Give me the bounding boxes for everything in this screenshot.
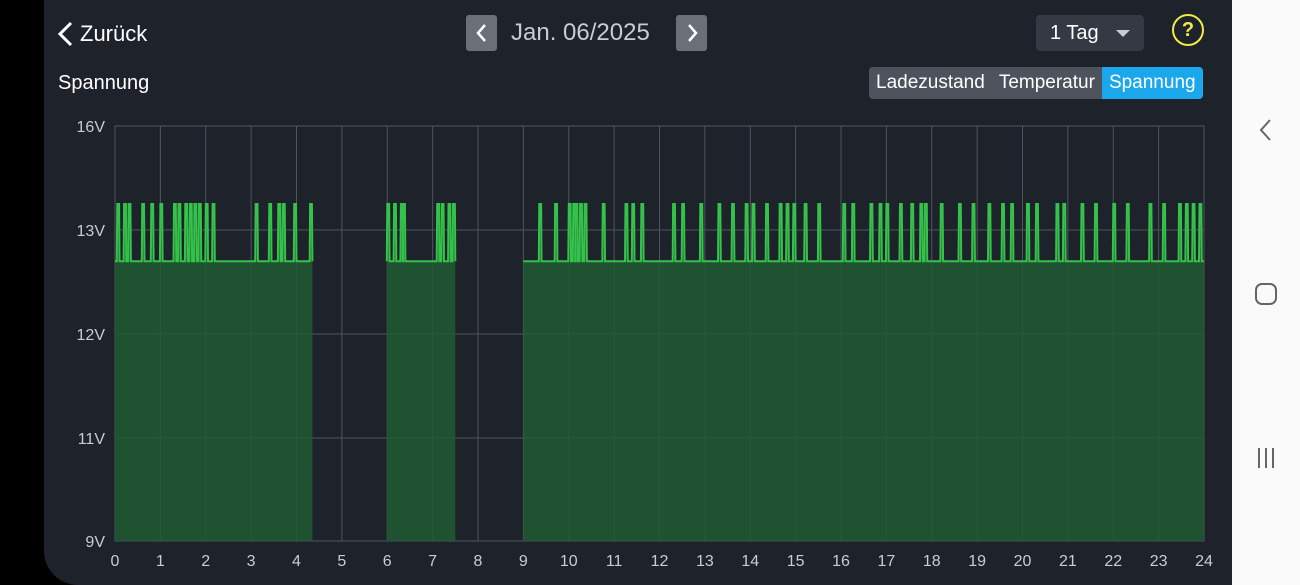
y-tick-label: 11V <box>78 431 106 448</box>
voltage-area <box>386 204 456 541</box>
app-window: Zurück Jan. 06/2025 1 Tag ? Spannung Lad… <box>44 0 1232 585</box>
x-tick-label: 8 <box>474 553 483 570</box>
x-tick-label: 19 <box>968 553 986 570</box>
x-tick-label: 24 <box>1195 553 1213 570</box>
x-tick-label: 18 <box>923 553 941 570</box>
x-tick-label: 10 <box>560 553 578 570</box>
x-tick-label: 0 <box>111 553 120 570</box>
x-tick-label: 22 <box>1104 553 1122 570</box>
x-tick-label: 11 <box>606 553 623 570</box>
back-button[interactable]: Zurück <box>56 14 147 54</box>
voltage-line <box>115 203 314 263</box>
x-tick-label: 14 <box>741 553 759 570</box>
x-tick-label: 20 <box>1014 553 1032 570</box>
x-tick-label: 16 <box>832 553 850 570</box>
voltage-area <box>115 204 313 541</box>
chevron-left-icon <box>57 21 73 47</box>
x-tick-label: 17 <box>877 553 895 570</box>
x-tick-label: 23 <box>1150 553 1168 570</box>
chart-title: Spannung <box>58 72 150 94</box>
x-tick-label: 21 <box>1059 553 1077 570</box>
tab-ladezustand[interactable]: Ladezustand <box>869 67 992 99</box>
x-tick-label: 9 <box>519 553 528 570</box>
chevron-right-icon <box>687 24 698 42</box>
x-tick-label: 6 <box>383 553 392 570</box>
voltage-line <box>523 203 1204 263</box>
nav-home-icon[interactable] <box>1246 274 1286 314</box>
previous-day-button[interactable] <box>466 15 497 51</box>
x-tick-label: 2 <box>201 553 210 570</box>
x-tick-label: 5 <box>337 553 346 570</box>
metric-tabs: Ladezustand Temperatur Spannung <box>869 67 1203 99</box>
x-tick-label: 15 <box>787 553 805 570</box>
next-day-button[interactable] <box>676 15 707 51</box>
tab-temperatur[interactable]: Temperatur <box>991 67 1102 99</box>
system-navigation-bar <box>1232 0 1300 585</box>
help-icon[interactable]: ? <box>1172 14 1204 46</box>
voltage-line <box>385 203 457 263</box>
back-label: Zurück <box>80 21 148 46</box>
tab-spannung[interactable]: Spannung <box>1101 67 1203 99</box>
range-select[interactable]: 1 Tag <box>1036 15 1144 51</box>
range-value: 1 Tag <box>1050 21 1099 44</box>
y-tick-label: 13V <box>77 223 106 240</box>
chevron-left-icon <box>475 24 486 42</box>
y-tick-label: 16V <box>77 119 106 136</box>
x-tick-label: 13 <box>696 553 714 570</box>
x-tick-label: 4 <box>292 553 301 570</box>
voltage-area <box>523 204 1204 541</box>
y-tick-label: 12V <box>77 327 106 344</box>
x-tick-label: 12 <box>651 553 669 570</box>
nav-back-icon[interactable] <box>1246 110 1286 150</box>
x-tick-label: 3 <box>247 553 256 570</box>
nav-recents-icon[interactable] <box>1246 438 1286 478</box>
x-tick-label: 7 <box>428 553 437 570</box>
x-tick-label: 1 <box>156 553 165 570</box>
dropdown-caret-icon <box>1116 30 1130 37</box>
y-tick-label: 9V <box>85 534 105 551</box>
date-label: Jan. 06/2025 <box>511 19 650 46</box>
